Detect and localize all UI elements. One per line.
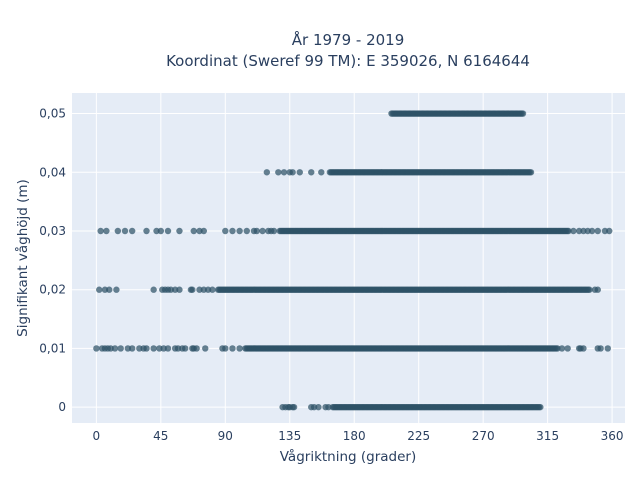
y-tick-label: 0,05 bbox=[39, 107, 66, 121]
data-point bbox=[527, 169, 535, 176]
tick-labels: 0 45 90 135 180 225 270 315 360 0 0,01 0,02 0,03 0,04… bbox=[39, 107, 623, 443]
x-tick-label: 270 bbox=[472, 429, 495, 443]
data-point bbox=[157, 227, 165, 235]
data-point bbox=[537, 403, 544, 411]
data-point bbox=[558, 345, 566, 352]
data-point bbox=[253, 227, 261, 235]
x-tick-label: 0 bbox=[93, 429, 101, 443]
data-point bbox=[519, 110, 527, 117]
data-point bbox=[296, 169, 303, 176]
data-point bbox=[181, 345, 189, 352]
data-point bbox=[164, 227, 172, 235]
data-point bbox=[263, 169, 271, 176]
data-point bbox=[128, 345, 136, 352]
data-point bbox=[236, 345, 243, 352]
data-point bbox=[200, 227, 208, 235]
data-point bbox=[222, 227, 229, 235]
data-point bbox=[202, 345, 209, 352]
data-point bbox=[554, 345, 561, 352]
data-point bbox=[565, 227, 572, 235]
data-points bbox=[93, 110, 613, 411]
data-point bbox=[318, 169, 325, 176]
x-tick-label: 360 bbox=[601, 429, 624, 443]
data-point bbox=[96, 286, 103, 293]
data-point bbox=[570, 227, 577, 235]
data-point bbox=[176, 286, 183, 293]
data-point bbox=[150, 345, 157, 352]
data-point bbox=[229, 227, 236, 235]
y-tick-label: 0,01 bbox=[39, 341, 66, 355]
data-point bbox=[222, 345, 229, 352]
data-point bbox=[93, 345, 100, 352]
x-tick-label: 45 bbox=[153, 429, 168, 443]
data-point bbox=[128, 227, 136, 235]
data-point bbox=[243, 227, 250, 235]
data-point bbox=[597, 345, 604, 352]
data-point bbox=[121, 227, 129, 235]
data-point bbox=[150, 286, 157, 293]
data-point bbox=[114, 227, 122, 235]
y-tick-label: 0,03 bbox=[39, 224, 66, 238]
x-tick-label: 180 bbox=[343, 429, 366, 443]
data-point bbox=[586, 286, 593, 293]
data-point bbox=[189, 286, 196, 293]
data-point bbox=[290, 403, 298, 411]
data-point bbox=[564, 345, 571, 352]
data-point bbox=[106, 286, 113, 293]
data-point bbox=[143, 227, 150, 235]
data-point bbox=[325, 403, 332, 411]
data-point bbox=[190, 227, 197, 235]
data-point bbox=[229, 345, 236, 352]
data-point bbox=[594, 227, 601, 235]
data-point bbox=[580, 345, 587, 352]
data-point bbox=[236, 227, 243, 235]
data-point bbox=[164, 345, 172, 352]
y-tick-label: 0,04 bbox=[39, 165, 66, 179]
y-tick-label: 0 bbox=[58, 400, 66, 414]
y-axis-title: Signifikant våghöjd (m) bbox=[14, 179, 31, 337]
data-point bbox=[259, 227, 266, 235]
data-point bbox=[604, 345, 612, 352]
data-point bbox=[270, 227, 278, 235]
data-point bbox=[193, 345, 200, 352]
data-point bbox=[315, 403, 322, 411]
data-point bbox=[97, 227, 104, 235]
data-point bbox=[209, 286, 216, 293]
data-point bbox=[308, 169, 315, 176]
x-tick-label: 225 bbox=[407, 429, 430, 443]
plot-background bbox=[72, 93, 625, 423]
data-point bbox=[289, 169, 296, 176]
x-tick-label: 315 bbox=[536, 429, 559, 443]
data-point bbox=[176, 227, 183, 235]
data-point bbox=[111, 345, 119, 352]
y-tick-label: 0,02 bbox=[39, 283, 66, 297]
data-point bbox=[275, 169, 282, 176]
data-point bbox=[594, 286, 601, 293]
data-point bbox=[143, 345, 150, 352]
x-tick-label: 90 bbox=[218, 429, 233, 443]
data-point bbox=[117, 345, 124, 352]
chart-title-line2: Koordinat (Sweref 99 TM): E 359026, N 61… bbox=[166, 52, 530, 70]
data-point bbox=[588, 227, 596, 235]
data-point bbox=[606, 227, 613, 235]
data-point bbox=[280, 169, 288, 176]
x-tick-label: 135 bbox=[278, 429, 301, 443]
x-axis-title: Vågriktning (grader) bbox=[280, 448, 417, 465]
chart-title-line1: År 1979 - 2019 bbox=[292, 30, 405, 49]
data-point bbox=[103, 227, 110, 235]
data-point bbox=[113, 286, 120, 293]
